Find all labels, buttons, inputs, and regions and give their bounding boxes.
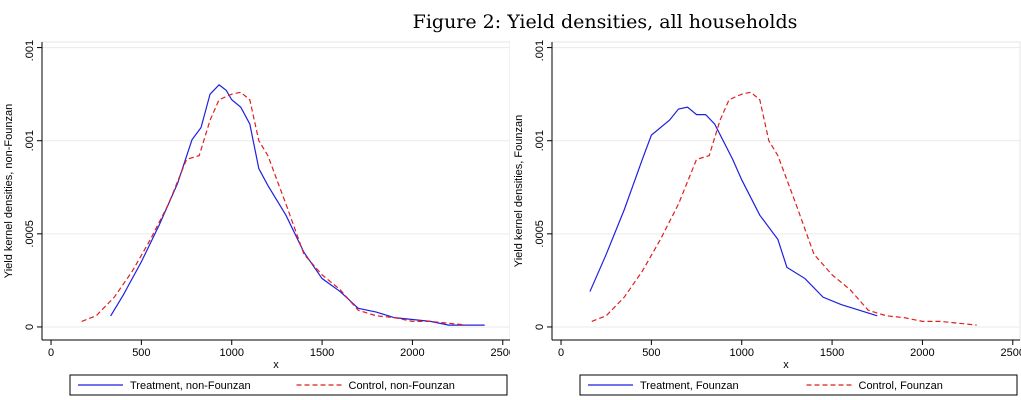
x-axis-label: x (783, 359, 789, 371)
y-tick-label: .0015 (24, 34, 36, 62)
x-tick-label: 1000 (729, 347, 753, 359)
x-tick-label: 2500 (1001, 347, 1021, 359)
y-tick-label: 0 (534, 324, 546, 330)
density-line (591, 91, 977, 326)
x-tick-label: 0 (48, 347, 54, 359)
x-tick-label: 2000 (400, 347, 424, 359)
y-tick-label: .0015 (534, 34, 546, 62)
density-line (81, 91, 467, 326)
x-tick-label: 500 (132, 347, 150, 359)
density-line (110, 84, 485, 326)
legend-label: Control, non-Founzan (349, 380, 455, 392)
x-tick-label: 500 (642, 347, 660, 359)
figure-title: Figure 2: Yield densities, all household… (413, 11, 798, 33)
x-tick-label: 1000 (219, 347, 243, 359)
x-tick-label: 2500 (491, 347, 515, 359)
y-axis-label: Yield kernel densities, non-Founzan (3, 104, 15, 278)
legend-label: Control, Founzan (859, 380, 943, 392)
y-tick-label: 0 (24, 324, 36, 330)
y-axis-label: Yield kernel densities, Founzan (513, 115, 525, 267)
panel: 0 .0005 .001 .0015 0 500 1000 1500 2000 2500 x (534, 34, 1021, 371)
y-tick-label: .001 (24, 130, 36, 151)
legend-label: Treatment, Founzan (640, 380, 739, 392)
density-line (589, 106, 878, 317)
y-tick-label: .0005 (24, 220, 36, 248)
legend-box (579, 374, 1018, 396)
plot-frame (41, 41, 510, 341)
x-tick-label: 1500 (820, 347, 844, 359)
y-tick-label: .0005 (534, 220, 546, 248)
legend-box (69, 374, 508, 396)
x-axis-label: x (273, 359, 279, 371)
panel: 0 .0005 .001 .0015 0 500 1000 1500 2000 2500 x (24, 34, 515, 371)
x-tick-label: 1500 (310, 347, 334, 359)
x-tick-label: 2000 (910, 347, 934, 359)
plot-frame (551, 41, 1021, 341)
x-tick-label: 0 (558, 347, 564, 359)
legend-label: Treatment, non-Founzan (130, 380, 251, 392)
y-tick-label: .001 (534, 130, 546, 151)
